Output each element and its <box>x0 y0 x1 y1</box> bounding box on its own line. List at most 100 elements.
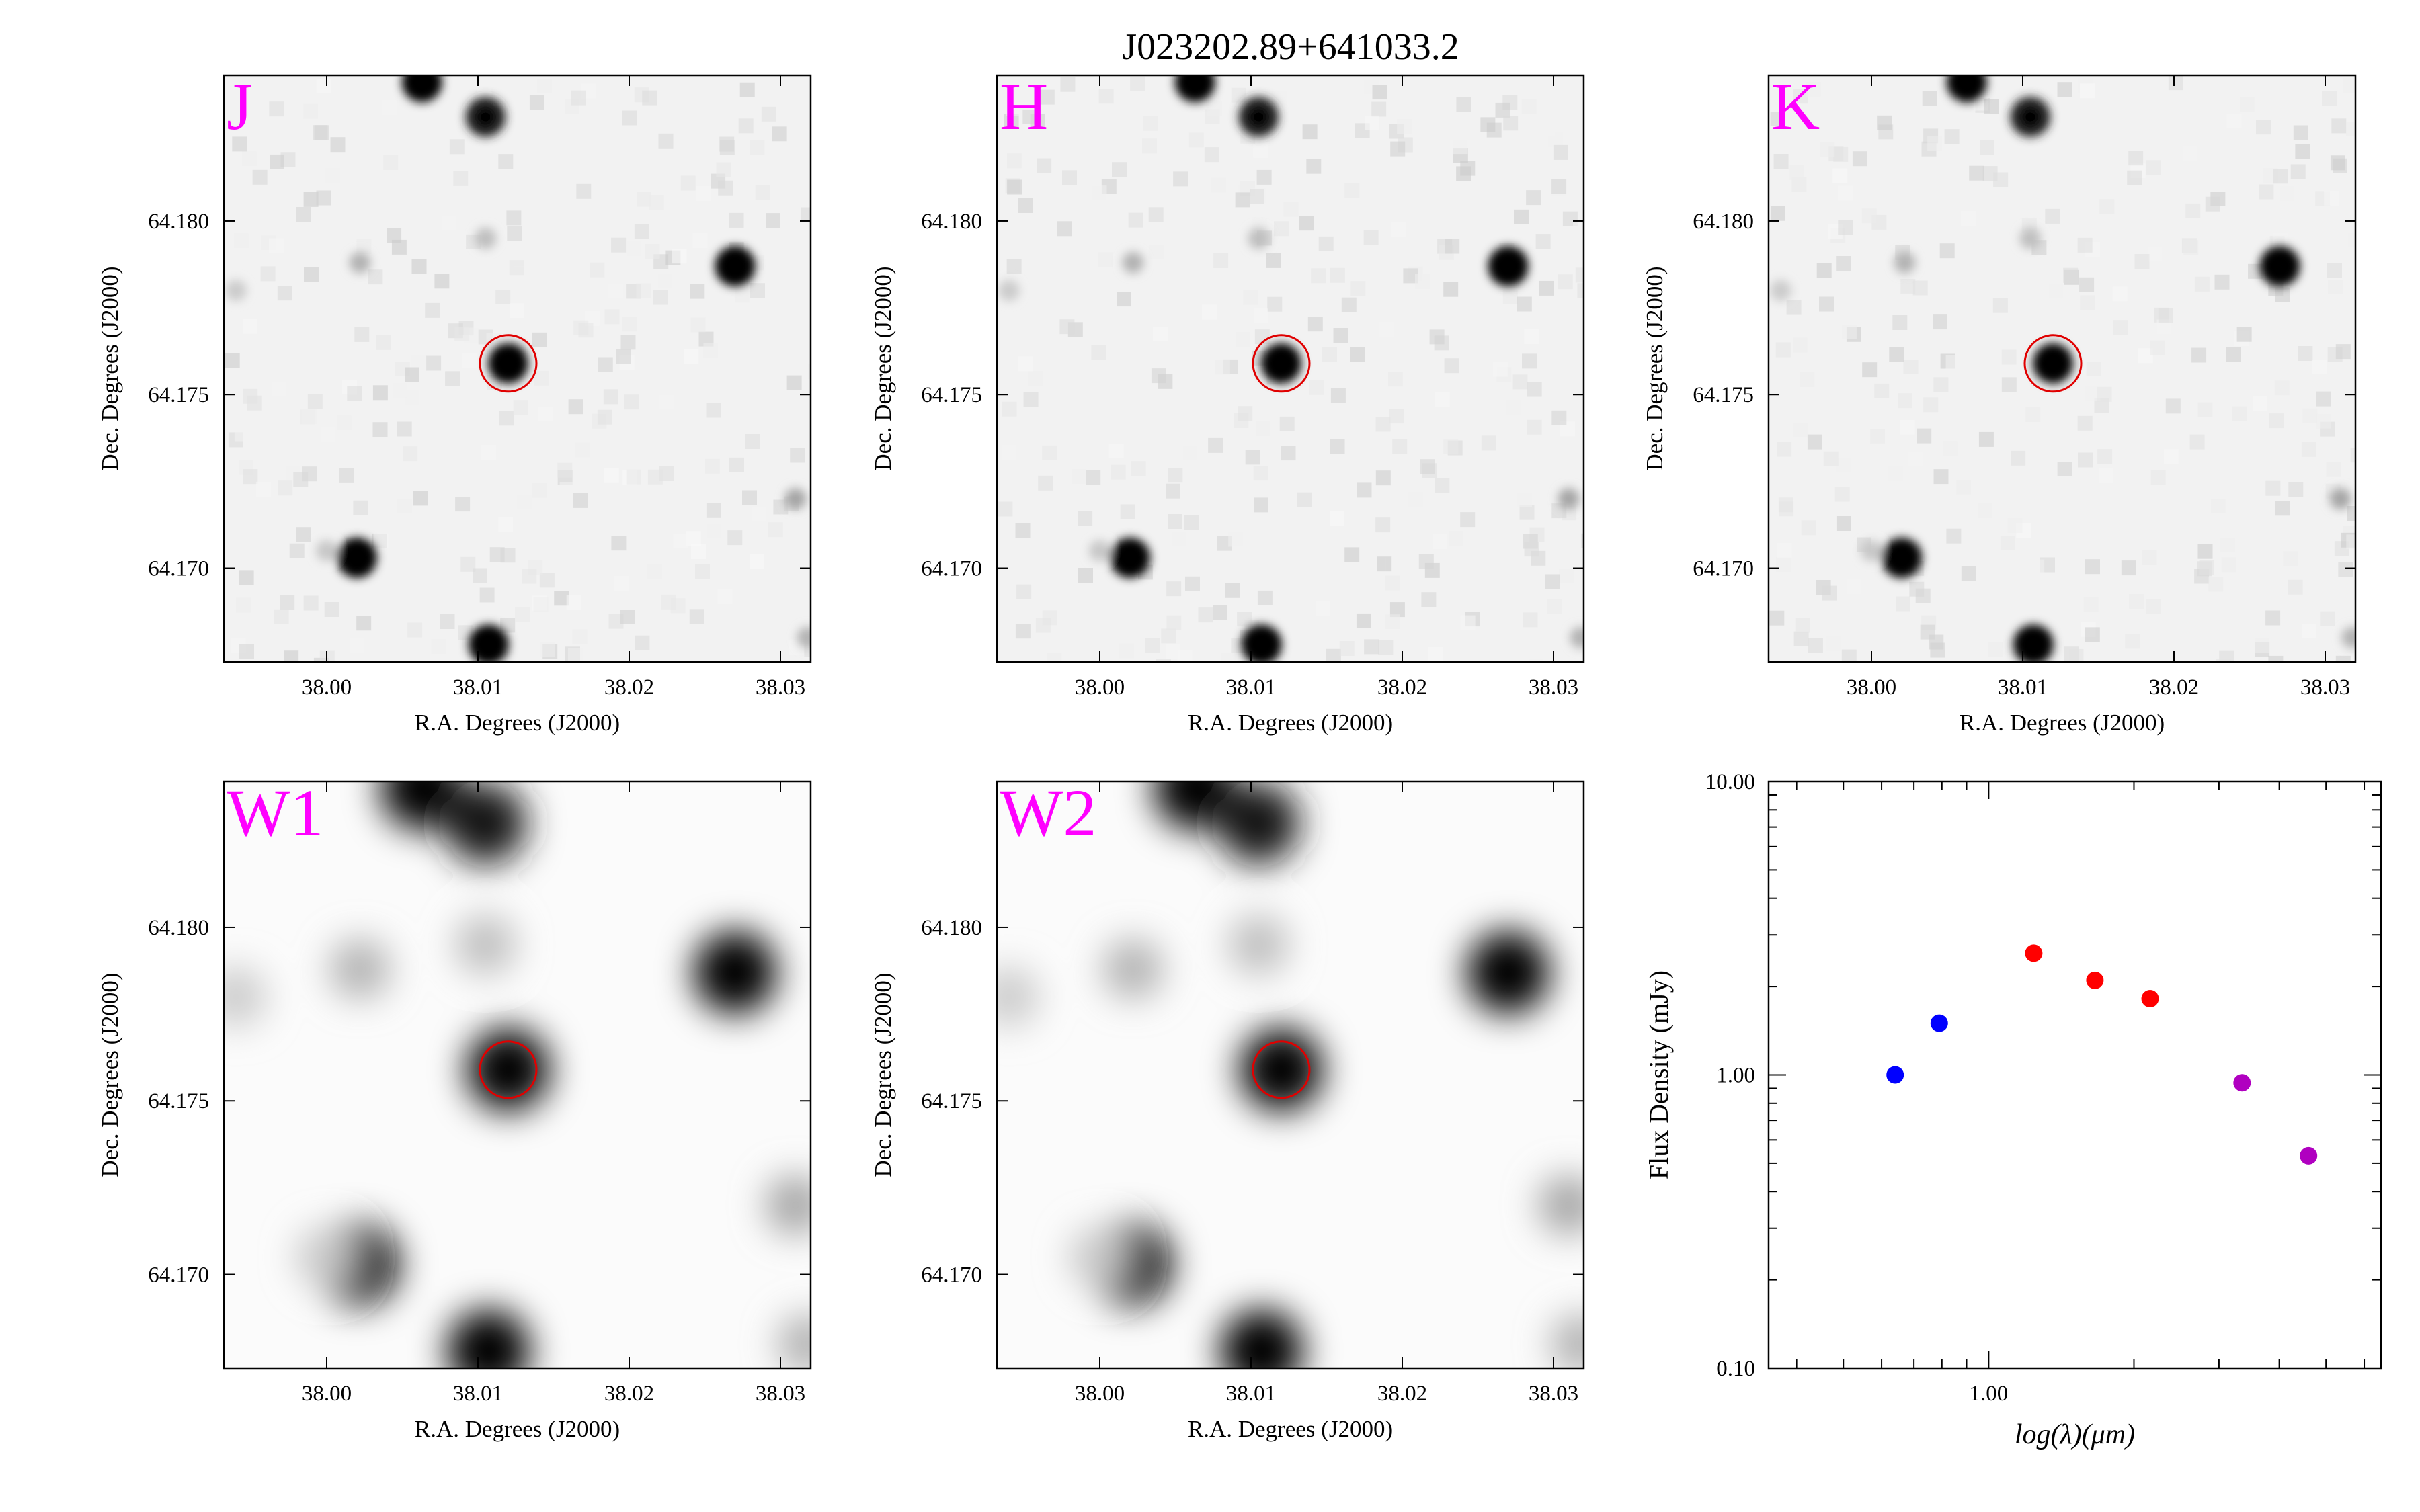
noise-pixel <box>286 451 302 466</box>
noise-pixel <box>1581 533 1584 548</box>
noise-pixel <box>2197 402 2213 417</box>
noise-pixel <box>1956 479 1972 495</box>
sed-data-point <box>2086 971 2104 989</box>
noise-pixel <box>1333 328 1348 343</box>
noise-pixel <box>1444 358 1459 374</box>
noise-pixel <box>372 385 388 401</box>
star-source <box>1538 1175 1584 1236</box>
noise-pixel <box>597 409 612 425</box>
noise-pixel <box>532 482 547 498</box>
noise-pixel <box>620 610 635 624</box>
noise-pixel <box>239 570 254 585</box>
noise-pixel <box>2045 208 2060 224</box>
noise-pixel <box>1018 356 1033 372</box>
noise-pixel <box>509 260 524 276</box>
noise-pixel <box>303 192 319 207</box>
noise-pixel <box>460 556 476 572</box>
noise-pixel <box>750 140 765 155</box>
noise-pixel <box>1188 132 1204 148</box>
noise-pixel <box>2295 144 2310 159</box>
noise-pixel <box>2338 562 2353 577</box>
noise-pixel <box>1806 81 1821 97</box>
noise-pixel <box>1152 326 1168 341</box>
noise-pixel <box>1315 601 1330 616</box>
noise-pixel <box>1326 648 1341 662</box>
noise-pixel <box>719 140 735 155</box>
star-core <box>485 1046 532 1093</box>
noise-pixel <box>557 462 573 478</box>
cutout-panel-k: K 38.00 38.01 38.02 38.03 64.170 64.175 64.180 R… <box>1642 69 2357 736</box>
noise-pixel <box>356 239 372 254</box>
noise-pixel <box>383 155 399 170</box>
noise-pixel <box>2335 344 2351 360</box>
noise-pixel <box>453 171 469 186</box>
noise-pixel <box>742 490 757 505</box>
noise-pixel <box>690 284 705 299</box>
noise-pixel <box>2191 347 2207 363</box>
noise-pixel <box>274 609 289 624</box>
noise-pixel <box>260 266 276 282</box>
noise-pixel <box>1253 308 1268 324</box>
noise-pixel <box>1819 296 1834 312</box>
noise-pixel <box>1792 337 1808 353</box>
noise-pixel <box>590 262 605 278</box>
noise-pixel <box>1235 331 1250 347</box>
noise-pixel <box>657 273 673 288</box>
noise-pixel <box>397 498 412 513</box>
noise-pixel <box>1356 613 1371 628</box>
noise-pixel <box>376 335 391 350</box>
noise-pixel <box>507 226 522 241</box>
band-label: W2 <box>1000 775 1096 850</box>
noise-pixel <box>1808 638 1823 653</box>
noise-pixel <box>1237 612 1252 627</box>
noise-pixel <box>1143 116 1158 131</box>
x-tick-label: 38.03 <box>1529 1382 1578 1406</box>
noise-pixel <box>1042 445 1057 460</box>
star-source <box>784 488 807 510</box>
star-core <box>1119 546 1141 569</box>
x-tick-label: 38.01 <box>1226 1382 1276 1406</box>
noise-pixel <box>2057 462 2072 476</box>
noise-pixel <box>500 548 516 563</box>
sed-y-axis-label: Flux Density (mJy) <box>1644 970 1674 1179</box>
noise-pixel <box>431 639 446 655</box>
noise-pixel <box>1777 442 1792 457</box>
star-core <box>1497 255 1519 278</box>
noise-pixel <box>1363 230 1379 245</box>
noise-pixel <box>1263 445 1279 460</box>
noise-pixel <box>2252 396 2267 411</box>
noise-pixel <box>1208 437 1223 453</box>
noise-pixel <box>2025 407 2041 422</box>
noise-pixel <box>2189 434 2205 450</box>
noise-pixel <box>1988 642 2003 657</box>
noise-pixel <box>2001 349 2017 365</box>
noise-pixel <box>2158 308 2173 323</box>
noise-pixel <box>1266 253 1281 268</box>
noise-pixel <box>413 491 428 506</box>
noise-pixel <box>225 353 240 368</box>
noise-pixel <box>1385 614 1400 630</box>
noise-pixel <box>2163 449 2179 464</box>
y-tick-label: 64.180 <box>921 210 982 234</box>
noise-pixel <box>1390 141 1406 157</box>
noise-pixel <box>2183 146 2198 161</box>
noise-pixel <box>1908 451 1924 466</box>
noise-pixel <box>1177 650 1193 662</box>
noise-pixel <box>2197 544 2213 559</box>
star-core <box>1250 633 1273 656</box>
noise-pixel <box>2316 391 2331 407</box>
noise-pixel <box>270 154 284 169</box>
noise-pixel <box>1522 353 1537 369</box>
noise-pixel <box>1394 386 1409 401</box>
noise-pixel <box>1166 483 1180 499</box>
noise-pixel <box>2097 449 2113 464</box>
noise-pixel <box>1969 165 1984 181</box>
noise-pixel <box>1573 220 1584 235</box>
noise-pixel <box>1002 401 1017 417</box>
star-core <box>477 633 500 656</box>
noise-pixel <box>498 517 514 532</box>
y-tick-label: 64.175 <box>148 383 209 407</box>
noise-pixel <box>1800 372 1815 387</box>
noise-pixel <box>1435 478 1450 493</box>
star-field <box>998 75 1584 662</box>
